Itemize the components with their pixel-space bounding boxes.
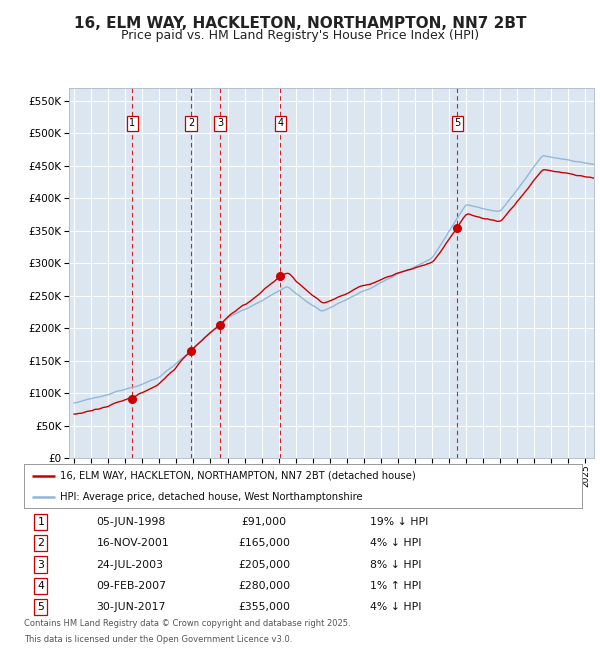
Text: HPI: Average price, detached house, West Northamptonshire: HPI: Average price, detached house, West… xyxy=(60,492,363,502)
Text: 1% ↑ HPI: 1% ↑ HPI xyxy=(370,580,421,591)
Text: £165,000: £165,000 xyxy=(238,538,290,549)
Text: 1: 1 xyxy=(130,118,136,129)
Text: Price paid vs. HM Land Registry's House Price Index (HPI): Price paid vs. HM Land Registry's House … xyxy=(121,29,479,42)
Text: 09-FEB-2007: 09-FEB-2007 xyxy=(97,580,167,591)
Text: Contains HM Land Registry data © Crown copyright and database right 2025.: Contains HM Land Registry data © Crown c… xyxy=(24,619,350,628)
Text: 5: 5 xyxy=(37,602,44,612)
Text: 16, ELM WAY, HACKLETON, NORTHAMPTON, NN7 2BT: 16, ELM WAY, HACKLETON, NORTHAMPTON, NN7… xyxy=(74,16,526,31)
Text: 16-NOV-2001: 16-NOV-2001 xyxy=(97,538,169,549)
Text: 3: 3 xyxy=(217,118,223,129)
Text: 4% ↓ HPI: 4% ↓ HPI xyxy=(370,602,421,612)
Text: £205,000: £205,000 xyxy=(238,560,290,569)
Text: 16, ELM WAY, HACKLETON, NORTHAMPTON, NN7 2BT (detached house): 16, ELM WAY, HACKLETON, NORTHAMPTON, NN7… xyxy=(60,471,416,480)
Text: 19% ↓ HPI: 19% ↓ HPI xyxy=(370,517,428,527)
Text: 2: 2 xyxy=(37,538,44,549)
Text: 4% ↓ HPI: 4% ↓ HPI xyxy=(370,538,421,549)
Text: 1: 1 xyxy=(37,517,44,527)
Text: 5: 5 xyxy=(454,118,461,129)
Text: 4: 4 xyxy=(277,118,283,129)
Text: 30-JUN-2017: 30-JUN-2017 xyxy=(97,602,166,612)
Text: £280,000: £280,000 xyxy=(238,580,290,591)
Text: 3: 3 xyxy=(37,560,44,569)
Text: £355,000: £355,000 xyxy=(238,602,290,612)
Text: 2: 2 xyxy=(188,118,194,129)
Text: 24-JUL-2003: 24-JUL-2003 xyxy=(97,560,164,569)
Text: 8% ↓ HPI: 8% ↓ HPI xyxy=(370,560,421,569)
Text: £91,000: £91,000 xyxy=(241,517,287,527)
Text: 05-JUN-1998: 05-JUN-1998 xyxy=(97,517,166,527)
Text: 4: 4 xyxy=(37,580,44,591)
Text: This data is licensed under the Open Government Licence v3.0.: This data is licensed under the Open Gov… xyxy=(24,634,292,644)
